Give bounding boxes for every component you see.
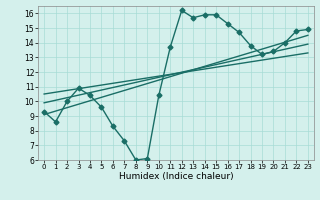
X-axis label: Humidex (Indice chaleur): Humidex (Indice chaleur) — [119, 172, 233, 181]
